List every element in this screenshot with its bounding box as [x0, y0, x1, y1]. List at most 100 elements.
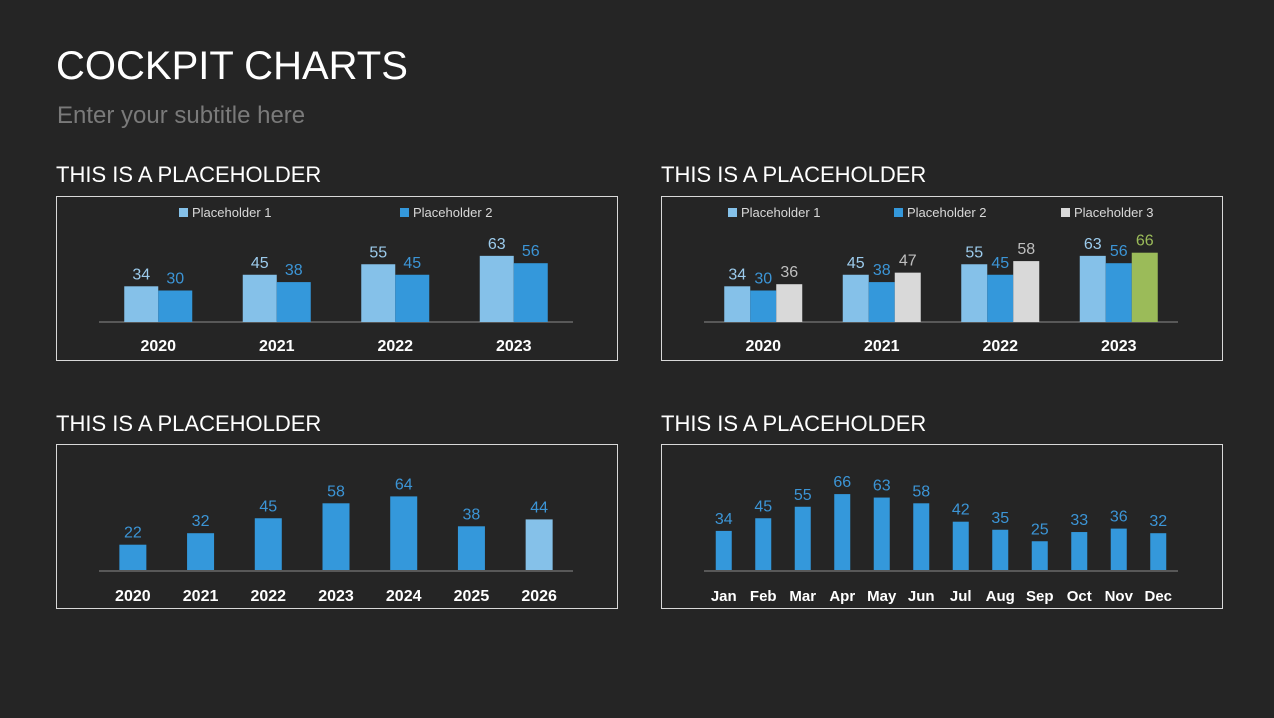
data-label: 32	[192, 513, 210, 530]
bar	[1013, 261, 1040, 322]
category-label: Nov	[1105, 588, 1134, 605]
panel-heading-2: THIS IS A PLACEHOLDER	[661, 162, 927, 187]
data-label: 55	[369, 244, 387, 261]
data-label: 58	[912, 483, 930, 500]
chart-1: Placeholder 1 Placeholder 2 34 30 2020 45 38 20…	[56, 196, 618, 361]
legend-label: Placeholder 3	[1074, 205, 1154, 220]
data-label: 47	[899, 253, 917, 270]
bar	[776, 284, 803, 322]
data-label: 58	[327, 483, 345, 500]
bar	[894, 272, 921, 322]
category-label: 2020	[140, 338, 176, 355]
data-label: 44	[530, 499, 548, 516]
legend-label: Placeholder 2	[413, 205, 493, 220]
data-label: 55	[965, 244, 983, 261]
bar	[842, 274, 869, 322]
bar	[1105, 263, 1132, 322]
bar	[913, 503, 930, 570]
category-label: 2020	[745, 338, 781, 355]
bar	[834, 494, 851, 570]
data-label: 22	[124, 525, 142, 542]
data-label: 33	[1070, 512, 1088, 529]
bar	[242, 274, 277, 322]
data-label: 36	[1110, 509, 1128, 526]
bar	[390, 496, 418, 570]
bar	[1150, 533, 1167, 570]
data-label: 38	[463, 506, 481, 523]
bar	[750, 290, 777, 322]
bar	[513, 263, 548, 322]
data-label: 56	[522, 243, 540, 260]
category-label: Dec	[1144, 588, 1172, 605]
category-label: 2021	[183, 588, 219, 605]
category-label: 2023	[1101, 338, 1137, 355]
category-label: 2026	[521, 588, 557, 605]
bar	[124, 286, 159, 322]
page-title: COCKPIT CHARTS	[56, 44, 408, 88]
category-label: Apr	[829, 588, 855, 605]
bar	[1110, 528, 1127, 570]
data-label: 30	[166, 271, 184, 288]
bar	[1131, 252, 1158, 322]
bar	[961, 264, 988, 322]
category-label: 2022	[377, 338, 413, 355]
data-label: 63	[488, 236, 506, 253]
legend-swatch	[1061, 208, 1070, 217]
bar	[457, 526, 485, 570]
bar	[873, 497, 890, 570]
bar	[715, 530, 732, 570]
legend-label: Placeholder 1	[192, 205, 272, 220]
category-label: Sep	[1026, 588, 1054, 605]
data-label: 30	[754, 271, 772, 288]
data-label: 34	[132, 266, 150, 283]
data-label: 42	[952, 502, 970, 519]
data-label: 45	[259, 498, 277, 515]
data-label: 35	[991, 510, 1009, 527]
bar	[952, 521, 969, 570]
bar	[724, 286, 751, 322]
category-label: Aug	[986, 588, 1015, 605]
legend-swatch	[400, 208, 409, 217]
category-label: Feb	[750, 588, 777, 605]
category-label: May	[867, 588, 897, 605]
bar	[276, 282, 311, 322]
category-label: 2021	[259, 338, 295, 355]
category-label: 2022	[250, 588, 286, 605]
data-label: 55	[794, 487, 812, 504]
bar	[254, 518, 282, 570]
data-label: 34	[715, 511, 733, 528]
category-label: 2020	[115, 588, 151, 605]
data-label: 66	[833, 474, 851, 491]
bar	[479, 255, 514, 322]
panel-heading-3: THIS IS A PLACEHOLDER	[56, 411, 322, 436]
data-label: 63	[1084, 236, 1102, 253]
bar	[794, 506, 811, 570]
data-label: 45	[251, 255, 269, 272]
data-label: 38	[285, 262, 303, 279]
category-label: Mar	[789, 588, 816, 605]
data-label: 56	[1110, 243, 1128, 260]
category-label: 2023	[496, 338, 532, 355]
data-label: 63	[873, 478, 891, 495]
data-label: 45	[403, 255, 421, 272]
category-label: 2022	[982, 338, 1018, 355]
panel-heading-1: THIS IS A PLACEHOLDER	[56, 162, 322, 187]
bar	[992, 529, 1009, 570]
legend-label: Placeholder 1	[741, 205, 821, 220]
category-label: 2025	[454, 588, 490, 605]
category-label: Jun	[908, 588, 935, 605]
bar	[987, 274, 1014, 322]
data-label: 45	[847, 255, 865, 272]
legend-swatch	[728, 208, 737, 217]
panel-heading-4: THIS IS A PLACEHOLDER	[661, 411, 927, 436]
legend-swatch	[179, 208, 188, 217]
data-label: 34	[728, 266, 746, 283]
category-label: 2023	[318, 588, 354, 605]
page-subtitle: Enter your subtitle here	[57, 102, 306, 129]
bar	[361, 264, 396, 322]
bar	[119, 544, 147, 570]
bar	[158, 290, 193, 322]
category-label: 2021	[864, 338, 900, 355]
category-label: Jan	[711, 588, 737, 605]
bar	[322, 503, 350, 570]
